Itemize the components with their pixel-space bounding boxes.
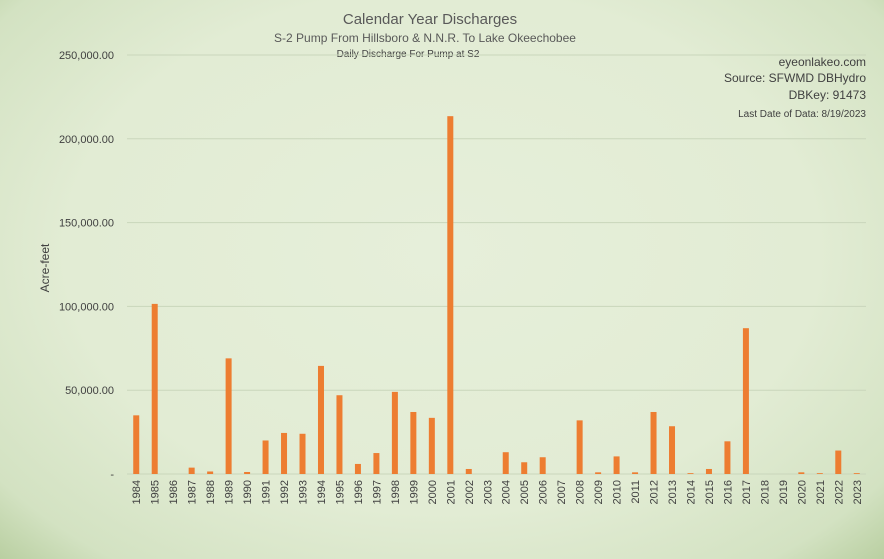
x-tick-label-2014: 2014 bbox=[685, 480, 697, 504]
x-tick-label-2000: 2000 bbox=[427, 480, 439, 504]
y-tick-label: 250,000.00 bbox=[59, 50, 114, 62]
x-tick-label-2021: 2021 bbox=[815, 480, 827, 504]
bar-1984 bbox=[133, 415, 140, 474]
x-tick-label-1988: 1988 bbox=[205, 480, 217, 504]
bar-2002 bbox=[465, 468, 472, 474]
bar-1985 bbox=[151, 303, 158, 474]
bar-1997 bbox=[373, 453, 380, 474]
bar-1998 bbox=[391, 391, 398, 474]
y-tick-labels: - 50,000.00 100,000.00 150,000.00 200,000.00… bbox=[59, 50, 114, 481]
bar-2012 bbox=[650, 411, 657, 474]
x-tick-label-1997: 1997 bbox=[371, 480, 383, 504]
bar-2022 bbox=[835, 450, 842, 474]
bar-2023 bbox=[853, 473, 860, 474]
x-tick-label-2020: 2020 bbox=[796, 480, 808, 504]
bar-1988 bbox=[207, 471, 214, 474]
bar-2005 bbox=[521, 462, 528, 474]
bar-1995 bbox=[336, 395, 343, 474]
x-tick-label-2009: 2009 bbox=[593, 480, 605, 504]
x-tick-label-1985: 1985 bbox=[150, 480, 162, 504]
bar-2014 bbox=[687, 473, 694, 474]
x-tick-label-2003: 2003 bbox=[482, 480, 494, 504]
bar-2008 bbox=[576, 420, 583, 474]
x-tick-label-2023: 2023 bbox=[852, 480, 864, 504]
bar-2015 bbox=[705, 468, 712, 474]
x-tick-label-2016: 2016 bbox=[722, 480, 734, 504]
x-tick-label-1994: 1994 bbox=[316, 480, 328, 504]
y-tick-label: - bbox=[110, 469, 114, 481]
x-tick-label-2011: 2011 bbox=[630, 480, 642, 504]
bar-2013 bbox=[669, 426, 676, 474]
x-tick-label-2015: 2015 bbox=[704, 480, 716, 504]
x-tick-label-1984: 1984 bbox=[131, 480, 143, 504]
x-tick-label-1986: 1986 bbox=[168, 480, 180, 504]
chart-title: Calendar Year Discharges bbox=[343, 11, 517, 28]
bar-2004 bbox=[502, 452, 509, 474]
bar-2016 bbox=[724, 441, 731, 474]
bar-1990 bbox=[244, 471, 251, 474]
info-site: eyeonlakeo.com bbox=[779, 55, 866, 69]
bar-2017 bbox=[742, 328, 749, 474]
x-tick-label-2010: 2010 bbox=[612, 480, 624, 504]
x-tick-label-2012: 2012 bbox=[649, 480, 661, 504]
x-tick-label-1998: 1998 bbox=[390, 480, 402, 504]
bar-1992 bbox=[281, 432, 288, 474]
bar-1989 bbox=[225, 358, 232, 474]
info-source: Source: SFWMD DBHydro bbox=[724, 71, 866, 85]
x-tick-label-1993: 1993 bbox=[298, 480, 310, 504]
bar-2001 bbox=[447, 116, 454, 474]
bar-2020 bbox=[798, 472, 805, 474]
info-dbkey: DBKey: 91473 bbox=[789, 88, 867, 102]
x-tick-label-2022: 2022 bbox=[833, 480, 845, 504]
y-tick-label: 150,000.00 bbox=[59, 218, 114, 230]
x-tick-label-2018: 2018 bbox=[759, 480, 771, 504]
info-last-date: Last Date of Data: 8/19/2023 bbox=[738, 109, 866, 120]
x-tick-label-2002: 2002 bbox=[464, 480, 476, 504]
x-tick-label-2004: 2004 bbox=[501, 480, 513, 504]
bar-2000 bbox=[428, 417, 435, 474]
bar-1996 bbox=[354, 463, 361, 474]
bar-2021 bbox=[816, 473, 823, 474]
x-tick-label-1996: 1996 bbox=[353, 480, 365, 504]
bar-2006 bbox=[539, 457, 546, 474]
y-tick-label: 200,000.00 bbox=[59, 134, 114, 146]
bar-2011 bbox=[632, 472, 639, 474]
x-tick-label-1991: 1991 bbox=[261, 480, 273, 504]
bar-2009 bbox=[595, 472, 602, 474]
x-tick-label-2001: 2001 bbox=[445, 480, 457, 504]
bar-1993 bbox=[299, 433, 306, 474]
bars bbox=[133, 116, 860, 474]
x-tick-label-1989: 1989 bbox=[224, 480, 236, 504]
x-tick-label-2007: 2007 bbox=[556, 480, 568, 504]
bar-2010 bbox=[613, 456, 620, 474]
y-tick-label: 50,000.00 bbox=[65, 385, 114, 397]
x-tick-label-2017: 2017 bbox=[741, 480, 753, 504]
y-tick-label: 100,000.00 bbox=[59, 301, 114, 313]
x-tick-label-2019: 2019 bbox=[778, 480, 790, 504]
x-tick-label-1992: 1992 bbox=[279, 480, 291, 504]
x-tick-label-1987: 1987 bbox=[187, 480, 199, 504]
bar-1994 bbox=[317, 365, 324, 474]
x-tick-label-2006: 2006 bbox=[538, 480, 550, 504]
x-tick-labels: 1984 1985 1986 1987 1988 1989 1990 1991 1992 1993… bbox=[131, 480, 864, 504]
bar-1991 bbox=[262, 440, 269, 474]
x-tick-label-2008: 2008 bbox=[575, 480, 587, 504]
y-axis-label: Acre-feet bbox=[38, 243, 52, 292]
chart-subtitle: S-2 Pump From Hillsboro & N.N.R. To Lake… bbox=[274, 31, 576, 45]
x-tick-label-1990: 1990 bbox=[242, 480, 254, 504]
x-tick-label-2005: 2005 bbox=[519, 480, 531, 504]
x-tick-label-2013: 2013 bbox=[667, 480, 679, 504]
x-tick-label-1999: 1999 bbox=[408, 480, 420, 504]
bar-1987 bbox=[188, 467, 195, 474]
x-tick-label-1995: 1995 bbox=[334, 480, 346, 504]
grid-lines bbox=[127, 54, 866, 475]
bar-1999 bbox=[410, 411, 417, 474]
